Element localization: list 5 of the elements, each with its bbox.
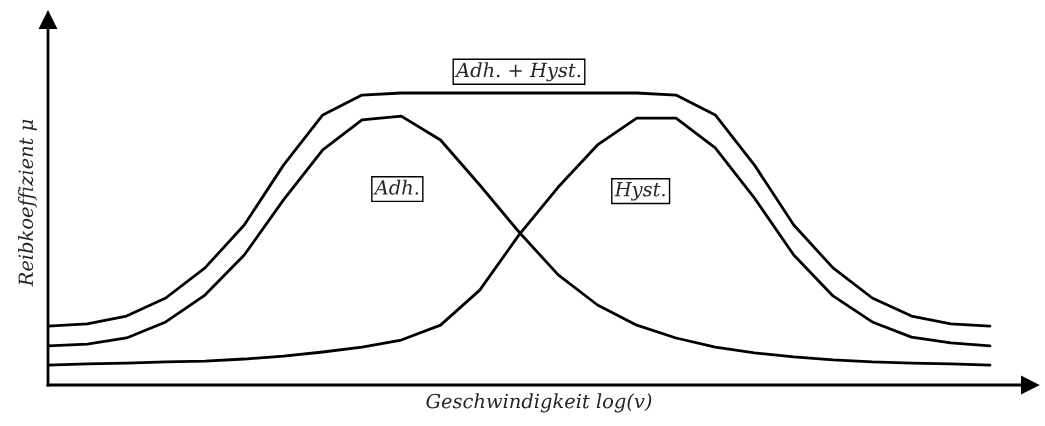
x-axis-title: Geschwindigkeit log(v) bbox=[426, 393, 652, 413]
y-axis-title: Reibkoeffizient μ bbox=[18, 119, 37, 287]
series-label: Adh. + Hyst. bbox=[454, 62, 581, 82]
series-label: Hyst. bbox=[614, 182, 665, 201]
text: Adh. bbox=[373, 179, 419, 195]
